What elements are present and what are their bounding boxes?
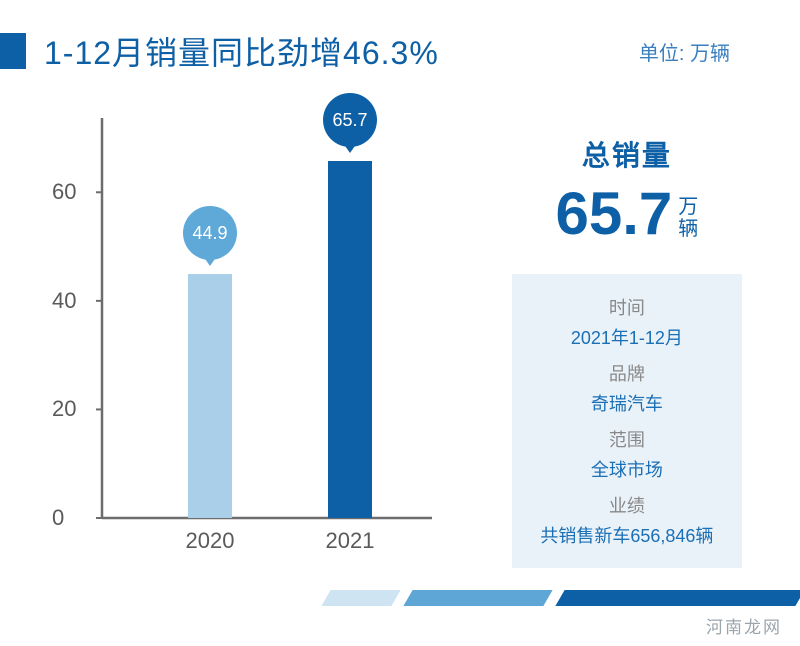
info-value: 全球市场 bbox=[522, 456, 732, 482]
total-sales-unit: 万 辆 bbox=[678, 196, 698, 244]
content-area: 0 20 40 60 44.9 2020 65.7 2021 总销量 65.7 万 辆 时间 2… bbox=[0, 74, 800, 564]
info-label: 范围 bbox=[522, 426, 732, 452]
info-value: 奇瑞汽车 bbox=[522, 390, 732, 416]
decorative-stripe bbox=[403, 590, 552, 606]
total-sales-value-row: 65.7 万 辆 bbox=[556, 184, 699, 244]
total-sales-value: 65.7 bbox=[556, 184, 673, 244]
y-tick-label: 40 bbox=[52, 288, 76, 314]
bubble-tail bbox=[343, 143, 357, 153]
bar bbox=[188, 274, 232, 518]
unit-bottom: 辆 bbox=[678, 218, 698, 240]
total-sales-label: 总销量 bbox=[582, 134, 672, 174]
watermark: 河南龙网 bbox=[706, 613, 782, 638]
footer-stripes bbox=[314, 590, 800, 606]
bubble-tail bbox=[203, 256, 217, 266]
value-bubble: 65.7 bbox=[323, 93, 377, 147]
decorative-stripe bbox=[555, 590, 800, 606]
y-tick-label: 0 bbox=[52, 505, 64, 531]
unit-label: 单位: 万辆 bbox=[639, 37, 730, 66]
page-title: 1-12月销量同比劲增46.3% bbox=[44, 28, 439, 74]
info-box: 时间 2021年1-12月品牌奇瑞汽车范围全球市场业绩共销售新车656,846辆 bbox=[512, 274, 742, 568]
header: 1-12月销量同比劲增46.3% 单位: 万辆 bbox=[0, 0, 800, 74]
bar-chart: 020406044.9202065.72021 bbox=[60, 104, 464, 564]
unit-top: 万 bbox=[678, 196, 698, 218]
value-bubble: 44.9 bbox=[183, 206, 237, 260]
x-tick-label: 2021 bbox=[326, 528, 375, 554]
y-tick-label: 60 bbox=[52, 179, 76, 205]
info-value: 共销售新车656,846辆 bbox=[522, 522, 732, 548]
bar bbox=[328, 161, 372, 518]
info-label: 时间 bbox=[522, 294, 732, 320]
title-accent-bar bbox=[0, 33, 26, 69]
y-tick-label: 20 bbox=[52, 396, 76, 422]
summary-panel: 总销量 65.7 万 辆 时间 2021年1-12月品牌奇瑞汽车范围全球市场业绩共… bbox=[504, 104, 750, 564]
info-label: 业绩 bbox=[522, 492, 732, 518]
decorative-stripe bbox=[321, 590, 400, 606]
info-value: 2021年1-12月 bbox=[522, 324, 732, 350]
info-label: 品牌 bbox=[522, 360, 732, 386]
x-tick-label: 2020 bbox=[186, 528, 235, 554]
chart-axes bbox=[60, 104, 470, 564]
